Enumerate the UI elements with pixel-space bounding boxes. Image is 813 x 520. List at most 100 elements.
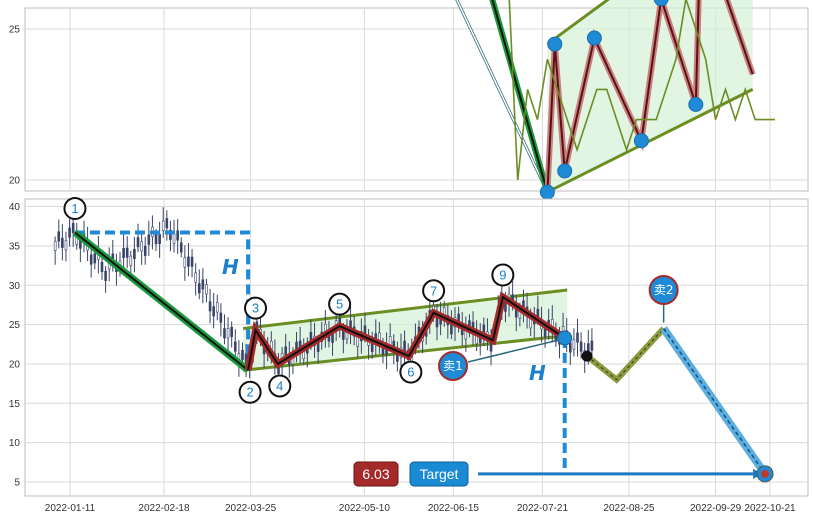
- candle-body: [136, 237, 140, 248]
- candle-body: [57, 231, 61, 242]
- candle-body: [403, 340, 406, 351]
- target-point-center: [761, 469, 770, 478]
- bottom-y-tick-label: 5: [14, 478, 20, 489]
- top-pivot-point: [653, 0, 669, 7]
- target-price-value: 6.03: [362, 466, 389, 482]
- bottom-y-axis: 5 10 15 20 25 30 35 40: [9, 202, 21, 488]
- bottom-x-tick-label: 2022-05-10: [339, 503, 391, 514]
- candle-body: [579, 341, 583, 352]
- candle-body: [241, 350, 244, 361]
- bottom-x-tick-label: 2022-09-29: [690, 503, 742, 514]
- bottom-x-tick-label: 2022-02-18: [138, 503, 190, 514]
- target-box: Target: [409, 461, 469, 487]
- top-y-tick-label: 25: [9, 25, 21, 36]
- top-price-panel: 20253035404550: [9, 0, 809, 200]
- bottom-x-tick-label: 2022-01-11: [45, 503, 96, 514]
- candle-body: [568, 342, 572, 353]
- target-price-box: 6.03: [353, 461, 399, 487]
- top-pivot-point: [539, 184, 555, 200]
- candle-body: [129, 255, 133, 266]
- sell1-pointer: [467, 339, 559, 363]
- h-dashed-left: [74, 230, 251, 371]
- candle-body: [226, 328, 230, 339]
- bottom-x-tick-label: 2022-06-15: [428, 503, 480, 514]
- top-pivot-point: [688, 97, 704, 112]
- wave-label-4: 4: [276, 378, 283, 393]
- candle-body: [183, 257, 187, 268]
- top-pivot-point: [633, 133, 649, 149]
- sell2-callout-label: 卖2: [654, 283, 674, 297]
- wave-label-1: 1: [71, 201, 78, 216]
- current-price-point: [581, 350, 593, 362]
- candle-body: [64, 240, 68, 251]
- candle-body: [161, 220, 165, 231]
- wave-labels: 1 2 3 4 5 6 7 9 卖1 卖2: [63, 197, 679, 404]
- top-pivot-point: [557, 163, 573, 179]
- candle-body: [158, 233, 161, 244]
- bottom-x-tick-label: 2022-10-21: [744, 503, 796, 514]
- candle-body: [93, 253, 97, 264]
- bottom-overlay: [72, 229, 774, 483]
- top-channel-upper: [546, 0, 610, 46]
- candle-body: [154, 234, 158, 245]
- candle-body: [140, 241, 143, 252]
- top-down-leg-core: [491, 0, 549, 193]
- wave-label-6: 6: [407, 365, 414, 380]
- top-marks: [539, 0, 704, 200]
- wave-1-2-core: [74, 231, 249, 372]
- candle-body: [356, 336, 360, 347]
- wave-label-2: 2: [246, 385, 253, 400]
- candle-body: [61, 237, 64, 248]
- wave-label-5: 5: [336, 297, 343, 312]
- candle-body: [187, 256, 190, 267]
- candle-body: [223, 328, 226, 339]
- bottom-y-tick-label: 25: [9, 320, 21, 331]
- wave-label-circle: [328, 292, 352, 316]
- candle-body: [89, 254, 93, 265]
- candle-body: [194, 272, 197, 283]
- wave-label-7: 7: [430, 283, 437, 298]
- bottom-x-tick-label: 2022-08-25: [603, 503, 655, 514]
- candle-body: [143, 245, 147, 256]
- wave-label-circle: [238, 380, 262, 404]
- bottom-y-tick-label: 10: [9, 438, 21, 449]
- wave-label-circle: [244, 296, 268, 320]
- bottom-y-tick-label: 20: [9, 359, 21, 370]
- top-pivot-point: [586, 30, 602, 46]
- candle-body: [590, 340, 594, 351]
- top-line-layer: [508, 0, 775, 181]
- sell1-callout-label: 卖1: [443, 359, 463, 373]
- target-price-bg: [353, 461, 399, 487]
- h-marker-left: H: [222, 255, 239, 279]
- top-y-axis: 20253035404550: [9, 25, 21, 187]
- candle-body: [212, 306, 215, 317]
- candle-body: [219, 312, 223, 323]
- bottom-y-tick-label: 30: [9, 281, 21, 292]
- candle-body: [201, 279, 205, 290]
- candle-body: [230, 326, 233, 337]
- target-leg-core: [663, 328, 766, 475]
- candle-body: [435, 317, 439, 328]
- wave-label-circle: [422, 279, 446, 303]
- top-pivot-point: [547, 36, 563, 52]
- bottom-channel-fill: [243, 289, 568, 371]
- candle-body: [165, 218, 169, 229]
- top-trend-arrow-inner: [456, 0, 549, 193]
- candle-body: [133, 248, 136, 259]
- wave-label-circle: [491, 263, 515, 287]
- candle-body: [71, 223, 75, 234]
- wave-label-circle: [399, 360, 423, 384]
- wave-label-circle: [63, 197, 87, 221]
- candle-body: [205, 284, 208, 295]
- candle-body: [576, 332, 579, 343]
- candle-body: [53, 240, 57, 251]
- candle-body: [190, 256, 194, 267]
- top-price-line: [508, 0, 775, 181]
- projection-zigzag-core: [586, 328, 665, 381]
- sell1-callout-bg: [438, 351, 468, 381]
- candle-body: [572, 339, 576, 350]
- bottom-y-tick-label: 40: [9, 202, 21, 213]
- candle-body: [169, 229, 172, 240]
